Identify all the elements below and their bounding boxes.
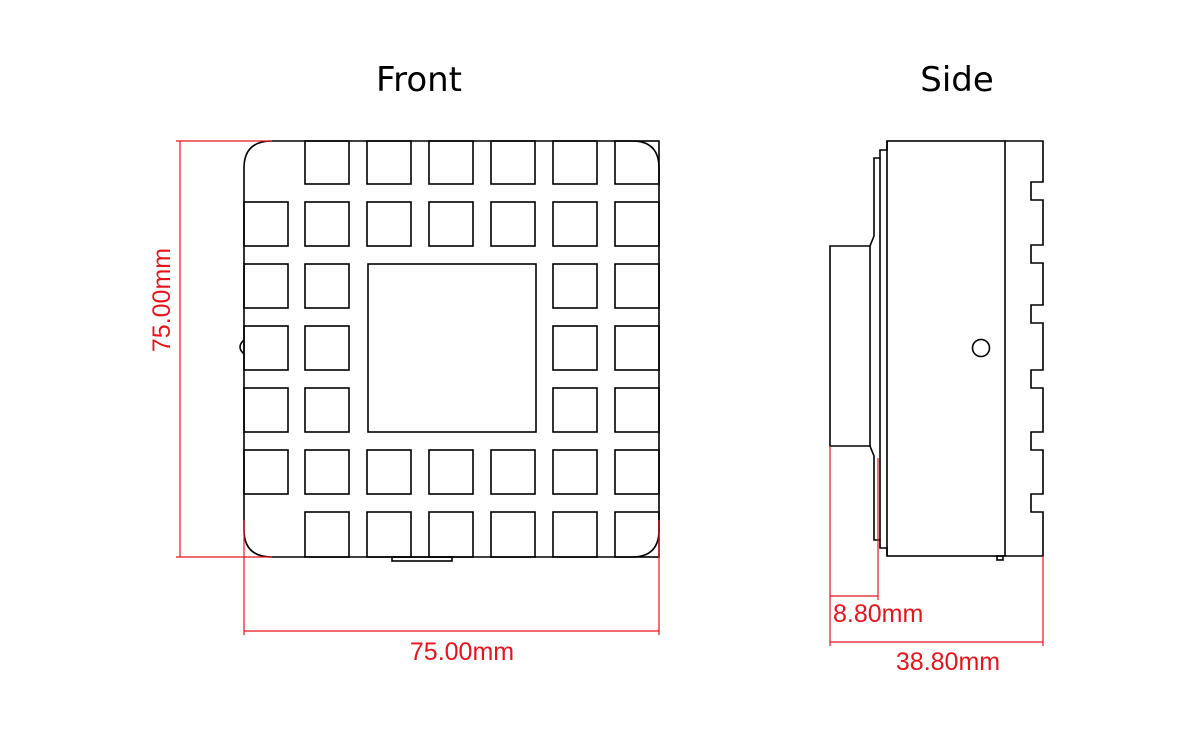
side-view-title: Side xyxy=(920,60,994,100)
fin-cell xyxy=(552,449,598,495)
fin-cell xyxy=(614,140,660,185)
front-dimensions: 75.00mm 75.00mm xyxy=(148,140,660,666)
fin-cell xyxy=(490,449,536,495)
front-cooling-fins xyxy=(243,140,660,558)
fin-cell-left-edge xyxy=(243,449,289,495)
front-bottom-connector xyxy=(391,556,453,562)
fin-cell xyxy=(552,325,598,371)
fin-cell xyxy=(304,325,350,371)
fin-cell xyxy=(614,263,660,309)
fin-cell xyxy=(428,511,474,558)
front-sensor-window xyxy=(367,263,537,433)
fin-cell xyxy=(366,201,412,247)
fin-cell xyxy=(490,140,536,185)
fin-cell xyxy=(552,387,598,433)
fin-cell-left-edge xyxy=(243,263,289,309)
fin-cell xyxy=(552,201,598,247)
fin-cell xyxy=(366,140,412,185)
side-finned-back xyxy=(1005,140,1044,557)
side-depth-label: 38.80mm xyxy=(896,648,1000,676)
fin-cell xyxy=(304,140,350,185)
fin-cell xyxy=(428,140,474,185)
side-dimensions: 8.80mm 38.80mm xyxy=(829,446,1044,676)
fin-cell xyxy=(304,511,350,558)
front-width-label: 75.00mm xyxy=(410,638,514,666)
fin-cell xyxy=(614,449,660,495)
fin-cell xyxy=(304,201,350,247)
fin-cell-left-edge xyxy=(243,387,289,433)
fin-cell xyxy=(304,387,350,433)
fin-cell xyxy=(366,511,412,558)
front-view xyxy=(239,140,660,562)
side-bottom-tab xyxy=(996,555,1004,561)
side-flange-outline xyxy=(829,141,888,556)
fin-cell xyxy=(304,449,350,495)
fin-cell xyxy=(490,511,536,558)
side-main-body xyxy=(886,140,1006,557)
side-view xyxy=(829,140,1044,561)
fin-cell xyxy=(614,387,660,433)
fin-cell xyxy=(614,325,660,371)
side-screw-hole-icon xyxy=(971,338,991,358)
fin-cell xyxy=(614,201,660,247)
side-lens-label: 8.80mm xyxy=(833,600,923,628)
front-side-screw-bump xyxy=(239,339,245,355)
front-view-title: Front xyxy=(376,60,462,100)
fin-cell xyxy=(552,140,598,185)
fin-cell xyxy=(304,263,350,309)
fin-cell-left-edge xyxy=(243,201,289,247)
fin-cell xyxy=(428,449,474,495)
fin-cell xyxy=(366,449,412,495)
fin-cell xyxy=(490,201,536,247)
front-height-label: 75.00mm xyxy=(148,248,176,352)
fin-cell-left-edge xyxy=(243,325,289,371)
fin-cell xyxy=(552,511,598,558)
fin-cell xyxy=(428,201,474,247)
fin-cell xyxy=(552,263,598,309)
